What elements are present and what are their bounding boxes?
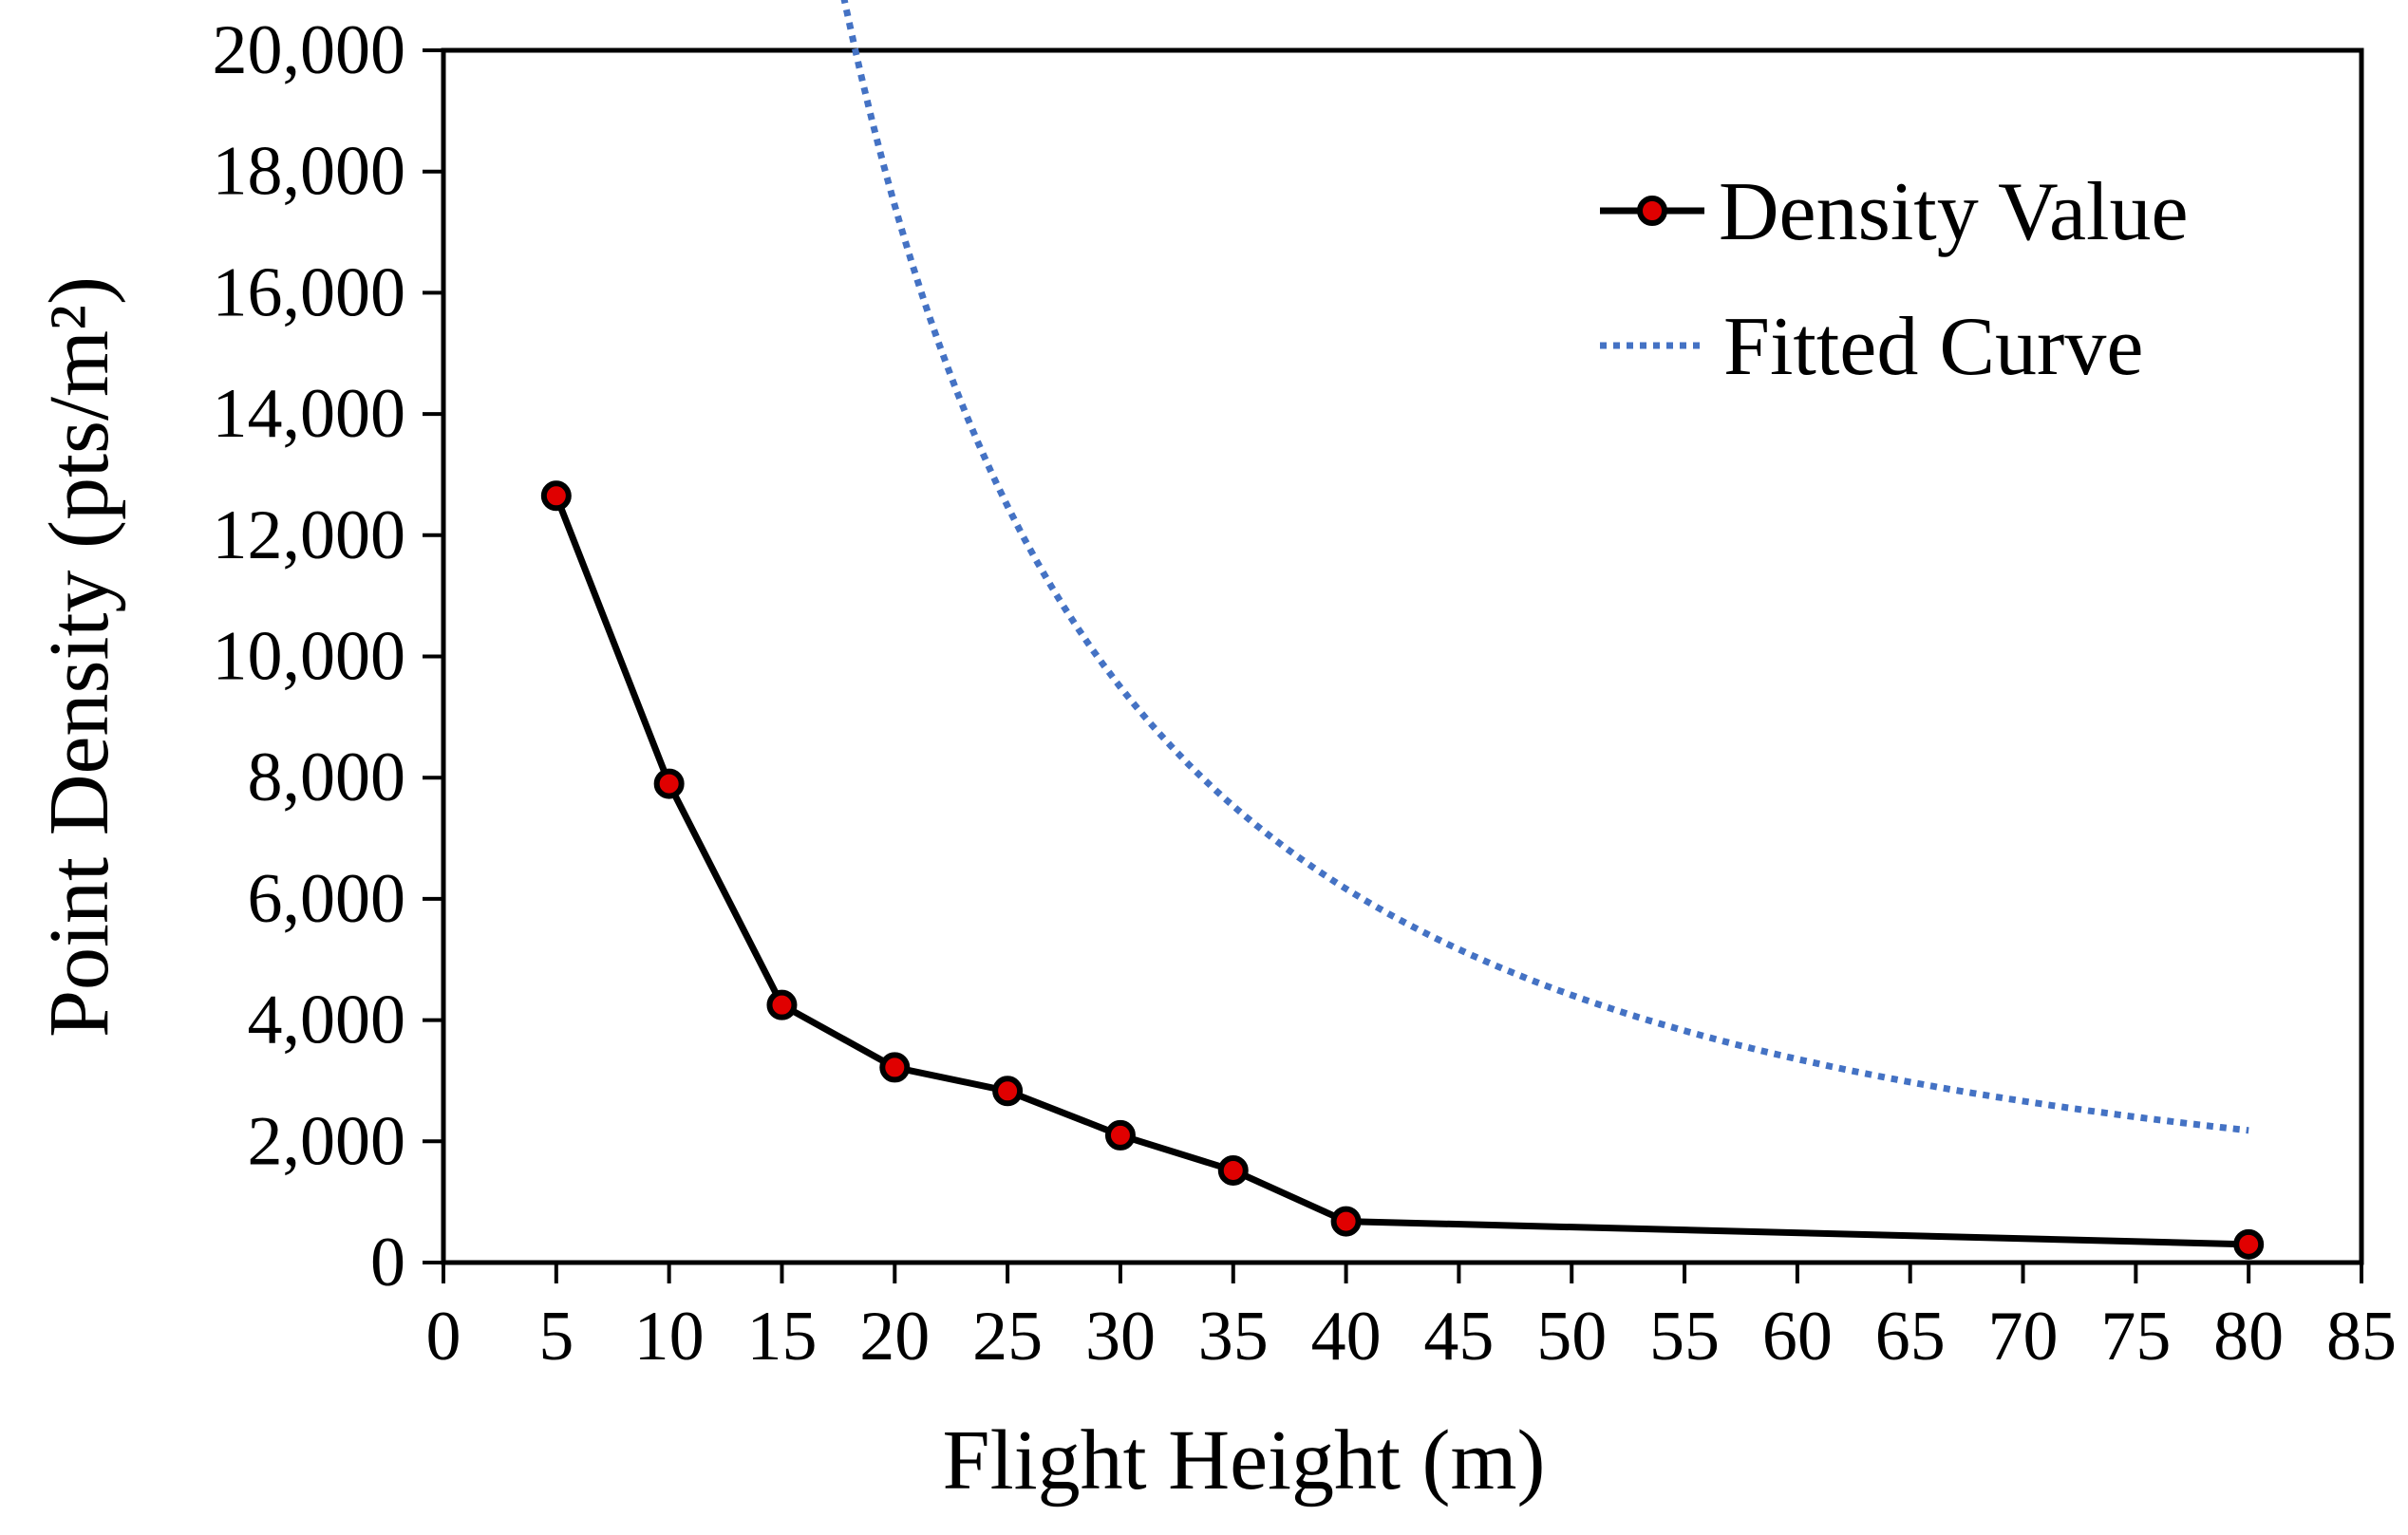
- legend-density-label: Density Value: [1719, 166, 2189, 258]
- legend-density-marker: [1637, 196, 1667, 226]
- density-value-point: [992, 1076, 1024, 1107]
- y-tick-label: 20,000: [213, 11, 406, 89]
- series-layer: [540, 0, 2265, 1260]
- legend-fitted-label: Fitted Curve: [1723, 301, 2143, 393]
- x-tick-label: 40: [1311, 1298, 1382, 1376]
- legend: Density Value Fitted Curve: [1600, 166, 2189, 393]
- x-tick-label: 20: [859, 1298, 930, 1376]
- y-tick-label: 18,000: [213, 133, 406, 211]
- x-tick-label: 75: [2100, 1298, 2171, 1376]
- x-tick-label: 15: [746, 1298, 817, 1376]
- y-tick-label: 16,000: [213, 253, 406, 331]
- x-tick-label: 0: [426, 1298, 461, 1376]
- x-tick-label: 60: [1762, 1298, 1833, 1376]
- x-tick-label: 25: [972, 1298, 1043, 1376]
- x-tick-label: 80: [2213, 1298, 2284, 1376]
- x-tick-label: 55: [1649, 1298, 1720, 1376]
- density-value-point: [653, 768, 685, 799]
- x-tick-label: 30: [1085, 1298, 1156, 1376]
- x-tick-label: 35: [1198, 1298, 1269, 1376]
- density-value-point: [540, 480, 572, 512]
- x-tick-label: 65: [1875, 1298, 1946, 1376]
- x-tick-label: 45: [1423, 1298, 1494, 1376]
- y-tick-label: 14,000: [213, 375, 406, 453]
- y-tick-label: 8,000: [248, 739, 406, 816]
- density-value-point: [1330, 1206, 1362, 1237]
- x-axis-ticks: 0 5 10 15 20 25 30 35 40 45 50 55 60 65 70 75 80 85: [426, 1263, 2397, 1376]
- y-tick-label: 4,000: [248, 982, 406, 1059]
- y-tick-label: 10,000: [213, 618, 406, 696]
- density-value-line: [553, 495, 2249, 1248]
- density-value-point: [1104, 1119, 1136, 1151]
- x-tick-label: 70: [1988, 1298, 2059, 1376]
- density-value-point: [766, 989, 798, 1020]
- y-axis-ticks: 0 2,000 4,000 6,000 8,000 10,000 12,000 14,000 1…: [213, 11, 443, 1301]
- x-axis-title: Flight Height (m): [943, 1413, 1546, 1507]
- y-tick-label: 6,000: [248, 860, 406, 938]
- x-tick-label: 85: [2326, 1298, 2397, 1376]
- y-tick-label: 0: [370, 1224, 405, 1301]
- fitted-curve-line: [840, 0, 2249, 1134]
- y-axis-title: Point Density (pts/m²): [32, 276, 126, 1038]
- density-value-point: [2233, 1228, 2265, 1260]
- density-value-point: [879, 1052, 911, 1083]
- y-tick-label: 2,000: [248, 1102, 406, 1180]
- y-tick-label: 12,000: [213, 496, 406, 574]
- x-tick-label: 50: [1536, 1298, 1607, 1376]
- x-tick-label: 10: [634, 1298, 705, 1376]
- x-tick-label: 5: [538, 1298, 574, 1376]
- density-value-point: [1217, 1154, 1249, 1186]
